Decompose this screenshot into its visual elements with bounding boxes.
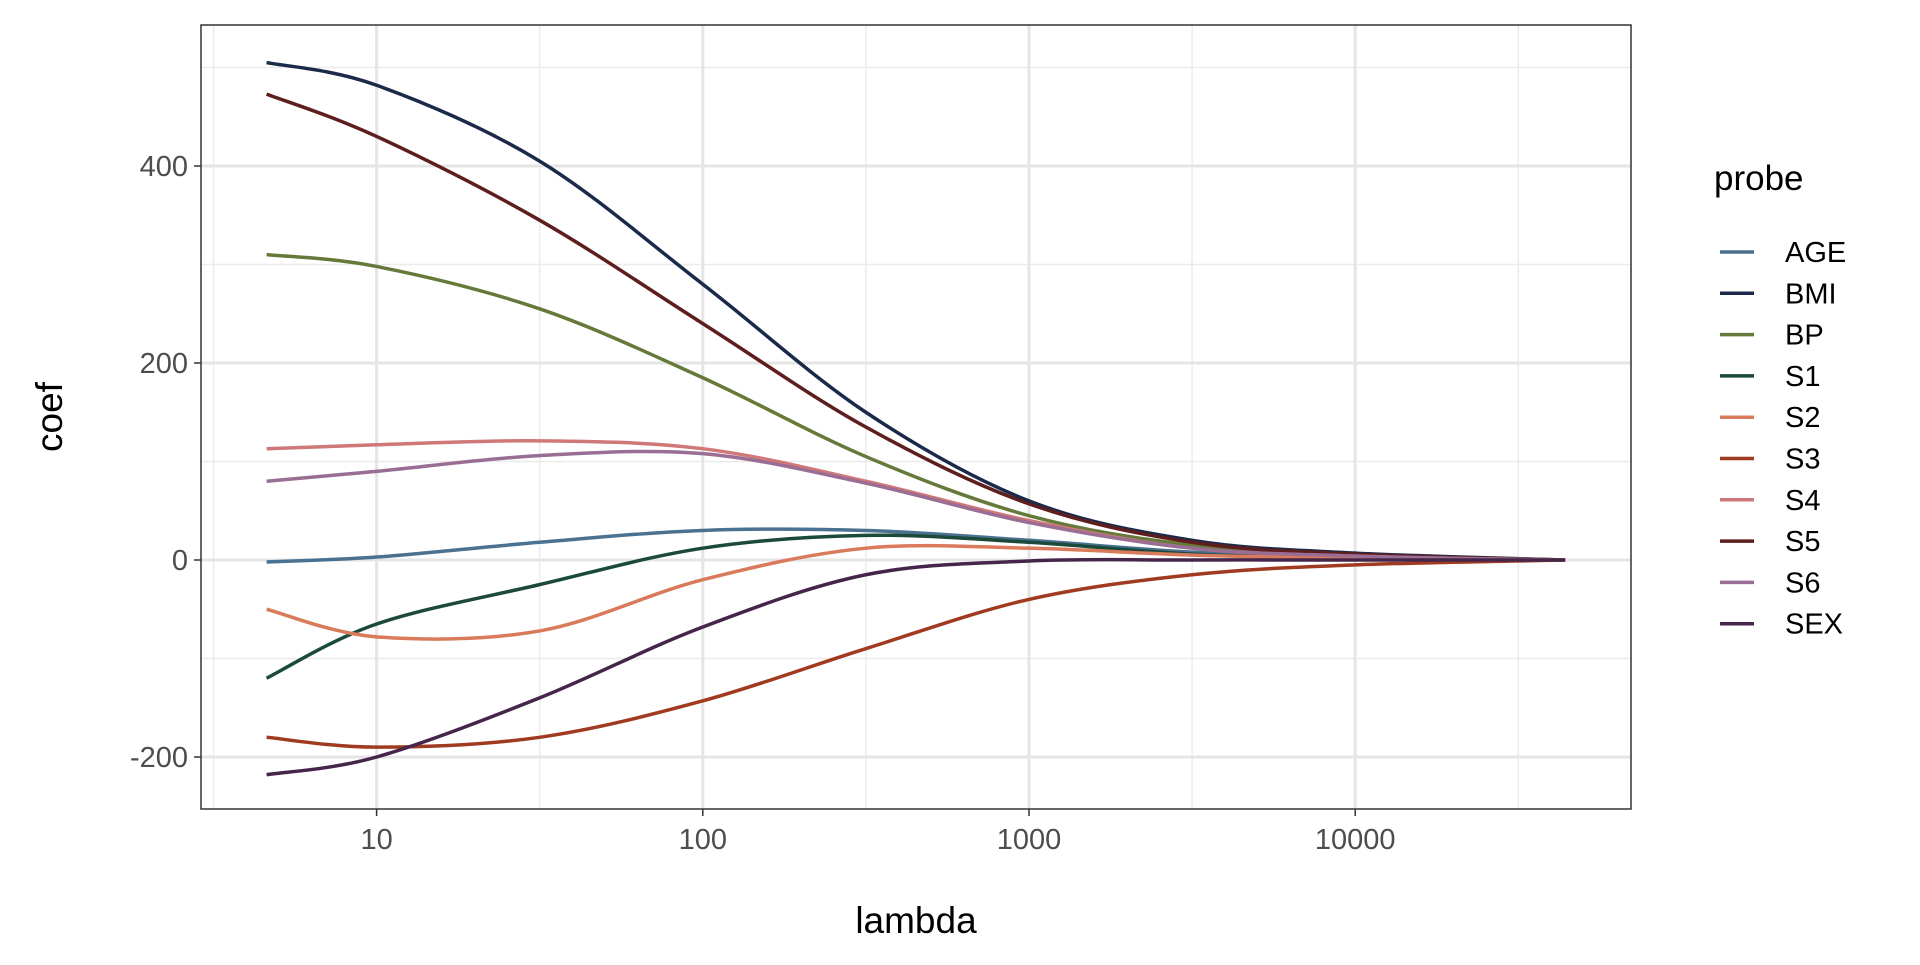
legend-label: BP: [1785, 320, 1824, 352]
y-tick-label: 400: [140, 151, 188, 183]
y-tick-label: 0: [172, 545, 188, 577]
series-line-s3: [266, 558, 1566, 749]
y-tick-label: 200: [140, 348, 188, 380]
series-line-s5: [265, 92, 1566, 562]
y-tick-label: -200: [130, 742, 188, 774]
legend-label: BMI: [1785, 278, 1837, 310]
legend-title: probe: [1714, 159, 1804, 198]
legend-label: AGE: [1785, 237, 1846, 269]
x-tick-label: 10: [360, 824, 392, 856]
axes: -200 0 200 400 10 100 1000 10000: [130, 151, 1396, 856]
x-tick-label: 1000: [997, 824, 1062, 856]
series-line-bp: [266, 252, 1566, 562]
panel-border: [200, 24, 1632, 810]
legend-label: S6: [1785, 567, 1820, 599]
legend-label: SEX: [1785, 609, 1843, 641]
series-line-s6: [266, 449, 1566, 562]
y-axis-title: coef: [29, 381, 70, 452]
x-tick-label: 100: [679, 824, 727, 856]
legend-label: S1: [1785, 361, 1820, 393]
legend: probe AGE BMI BP S1 S2 S3 S4 S5 S6 SEX: [1714, 159, 1846, 641]
series-line-s4: [266, 438, 1566, 562]
series-line-bmi: [266, 60, 1566, 562]
grid: [201, 25, 1631, 809]
legend-label: S4: [1785, 485, 1820, 517]
x-tick-label: 10000: [1315, 824, 1396, 856]
legend-label: S5: [1785, 526, 1820, 558]
series-lines: [265, 60, 1566, 777]
x-axis-title: lambda: [855, 900, 977, 941]
legend-label: S2: [1785, 402, 1820, 434]
series-line-s2: [266, 543, 1566, 641]
legend-label: S3: [1785, 444, 1820, 476]
series-line-sex: [266, 557, 1566, 777]
